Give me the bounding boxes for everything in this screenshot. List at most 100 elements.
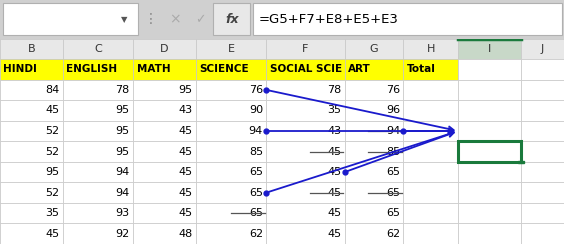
Text: 94: 94 [116,188,130,198]
Text: 65: 65 [386,208,400,218]
Text: 94: 94 [386,126,400,136]
Text: 45: 45 [327,147,341,157]
FancyBboxPatch shape [213,3,250,35]
FancyBboxPatch shape [345,141,403,162]
Text: C: C [94,44,102,54]
FancyBboxPatch shape [403,224,458,244]
Text: 76: 76 [386,85,400,95]
Text: 76: 76 [249,85,263,95]
FancyBboxPatch shape [63,182,133,203]
FancyBboxPatch shape [458,80,521,100]
FancyBboxPatch shape [521,121,564,141]
FancyBboxPatch shape [0,224,63,244]
FancyBboxPatch shape [458,39,521,59]
Text: 95: 95 [116,147,130,157]
Text: G: G [370,44,378,54]
Text: 85: 85 [249,147,263,157]
FancyBboxPatch shape [0,121,63,141]
FancyBboxPatch shape [63,141,133,162]
FancyBboxPatch shape [521,224,564,244]
FancyBboxPatch shape [266,100,345,121]
FancyBboxPatch shape [133,121,196,141]
FancyBboxPatch shape [345,224,403,244]
FancyBboxPatch shape [196,100,266,121]
Text: 45: 45 [178,126,192,136]
FancyBboxPatch shape [403,39,458,59]
Text: 95: 95 [178,85,192,95]
FancyBboxPatch shape [345,100,403,121]
FancyBboxPatch shape [521,39,564,59]
FancyBboxPatch shape [196,59,266,80]
FancyBboxPatch shape [196,39,266,59]
Text: 65: 65 [386,188,400,198]
FancyBboxPatch shape [403,80,458,100]
FancyBboxPatch shape [345,80,403,100]
FancyBboxPatch shape [458,59,521,80]
FancyBboxPatch shape [196,162,266,182]
Text: 43: 43 [327,126,341,136]
Text: 45: 45 [327,167,341,177]
FancyBboxPatch shape [521,182,564,203]
Bar [518,161,525,163]
Text: 94: 94 [116,167,130,177]
Text: 90: 90 [249,105,263,115]
FancyBboxPatch shape [133,100,196,121]
FancyBboxPatch shape [133,162,196,182]
Text: I: I [488,44,491,54]
Text: Total: Total [407,64,435,74]
FancyBboxPatch shape [403,182,458,203]
FancyBboxPatch shape [133,224,196,244]
Text: HINDI: HINDI [3,64,37,74]
FancyBboxPatch shape [345,121,403,141]
Text: MATH: MATH [136,64,170,74]
FancyBboxPatch shape [266,203,345,224]
FancyBboxPatch shape [133,141,196,162]
FancyBboxPatch shape [196,141,266,162]
FancyBboxPatch shape [196,80,266,100]
FancyBboxPatch shape [458,224,521,244]
FancyBboxPatch shape [521,80,564,100]
FancyBboxPatch shape [63,100,133,121]
Text: 45: 45 [327,208,341,218]
FancyBboxPatch shape [196,182,266,203]
Text: 95: 95 [116,126,130,136]
FancyBboxPatch shape [345,59,403,80]
Text: 48: 48 [178,229,192,239]
FancyBboxPatch shape [403,100,458,121]
Text: H: H [426,44,435,54]
FancyBboxPatch shape [196,203,266,224]
Text: 95: 95 [116,105,130,115]
FancyBboxPatch shape [266,182,345,203]
Text: 52: 52 [45,126,59,136]
Text: 52: 52 [45,147,59,157]
FancyBboxPatch shape [63,39,133,59]
FancyBboxPatch shape [63,80,133,100]
FancyBboxPatch shape [133,203,196,224]
Text: 45: 45 [178,188,192,198]
Text: 78: 78 [116,85,130,95]
FancyBboxPatch shape [3,3,138,35]
FancyBboxPatch shape [133,182,196,203]
FancyBboxPatch shape [521,59,564,80]
Text: 35: 35 [45,208,59,218]
FancyBboxPatch shape [458,182,521,203]
FancyBboxPatch shape [63,203,133,224]
Text: E: E [228,44,235,54]
Text: 94: 94 [249,126,263,136]
FancyBboxPatch shape [0,59,63,80]
FancyBboxPatch shape [458,141,521,162]
Text: D: D [160,44,169,54]
FancyBboxPatch shape [0,203,63,224]
FancyBboxPatch shape [266,80,345,100]
FancyBboxPatch shape [521,100,564,121]
Text: 65: 65 [249,167,263,177]
FancyBboxPatch shape [63,121,133,141]
Text: J: J [541,44,544,54]
FancyBboxPatch shape [253,3,562,35]
FancyBboxPatch shape [521,141,564,162]
Text: F: F [302,44,309,54]
Text: 93: 93 [116,208,130,218]
FancyBboxPatch shape [0,100,63,121]
FancyBboxPatch shape [266,162,345,182]
FancyBboxPatch shape [458,100,521,121]
